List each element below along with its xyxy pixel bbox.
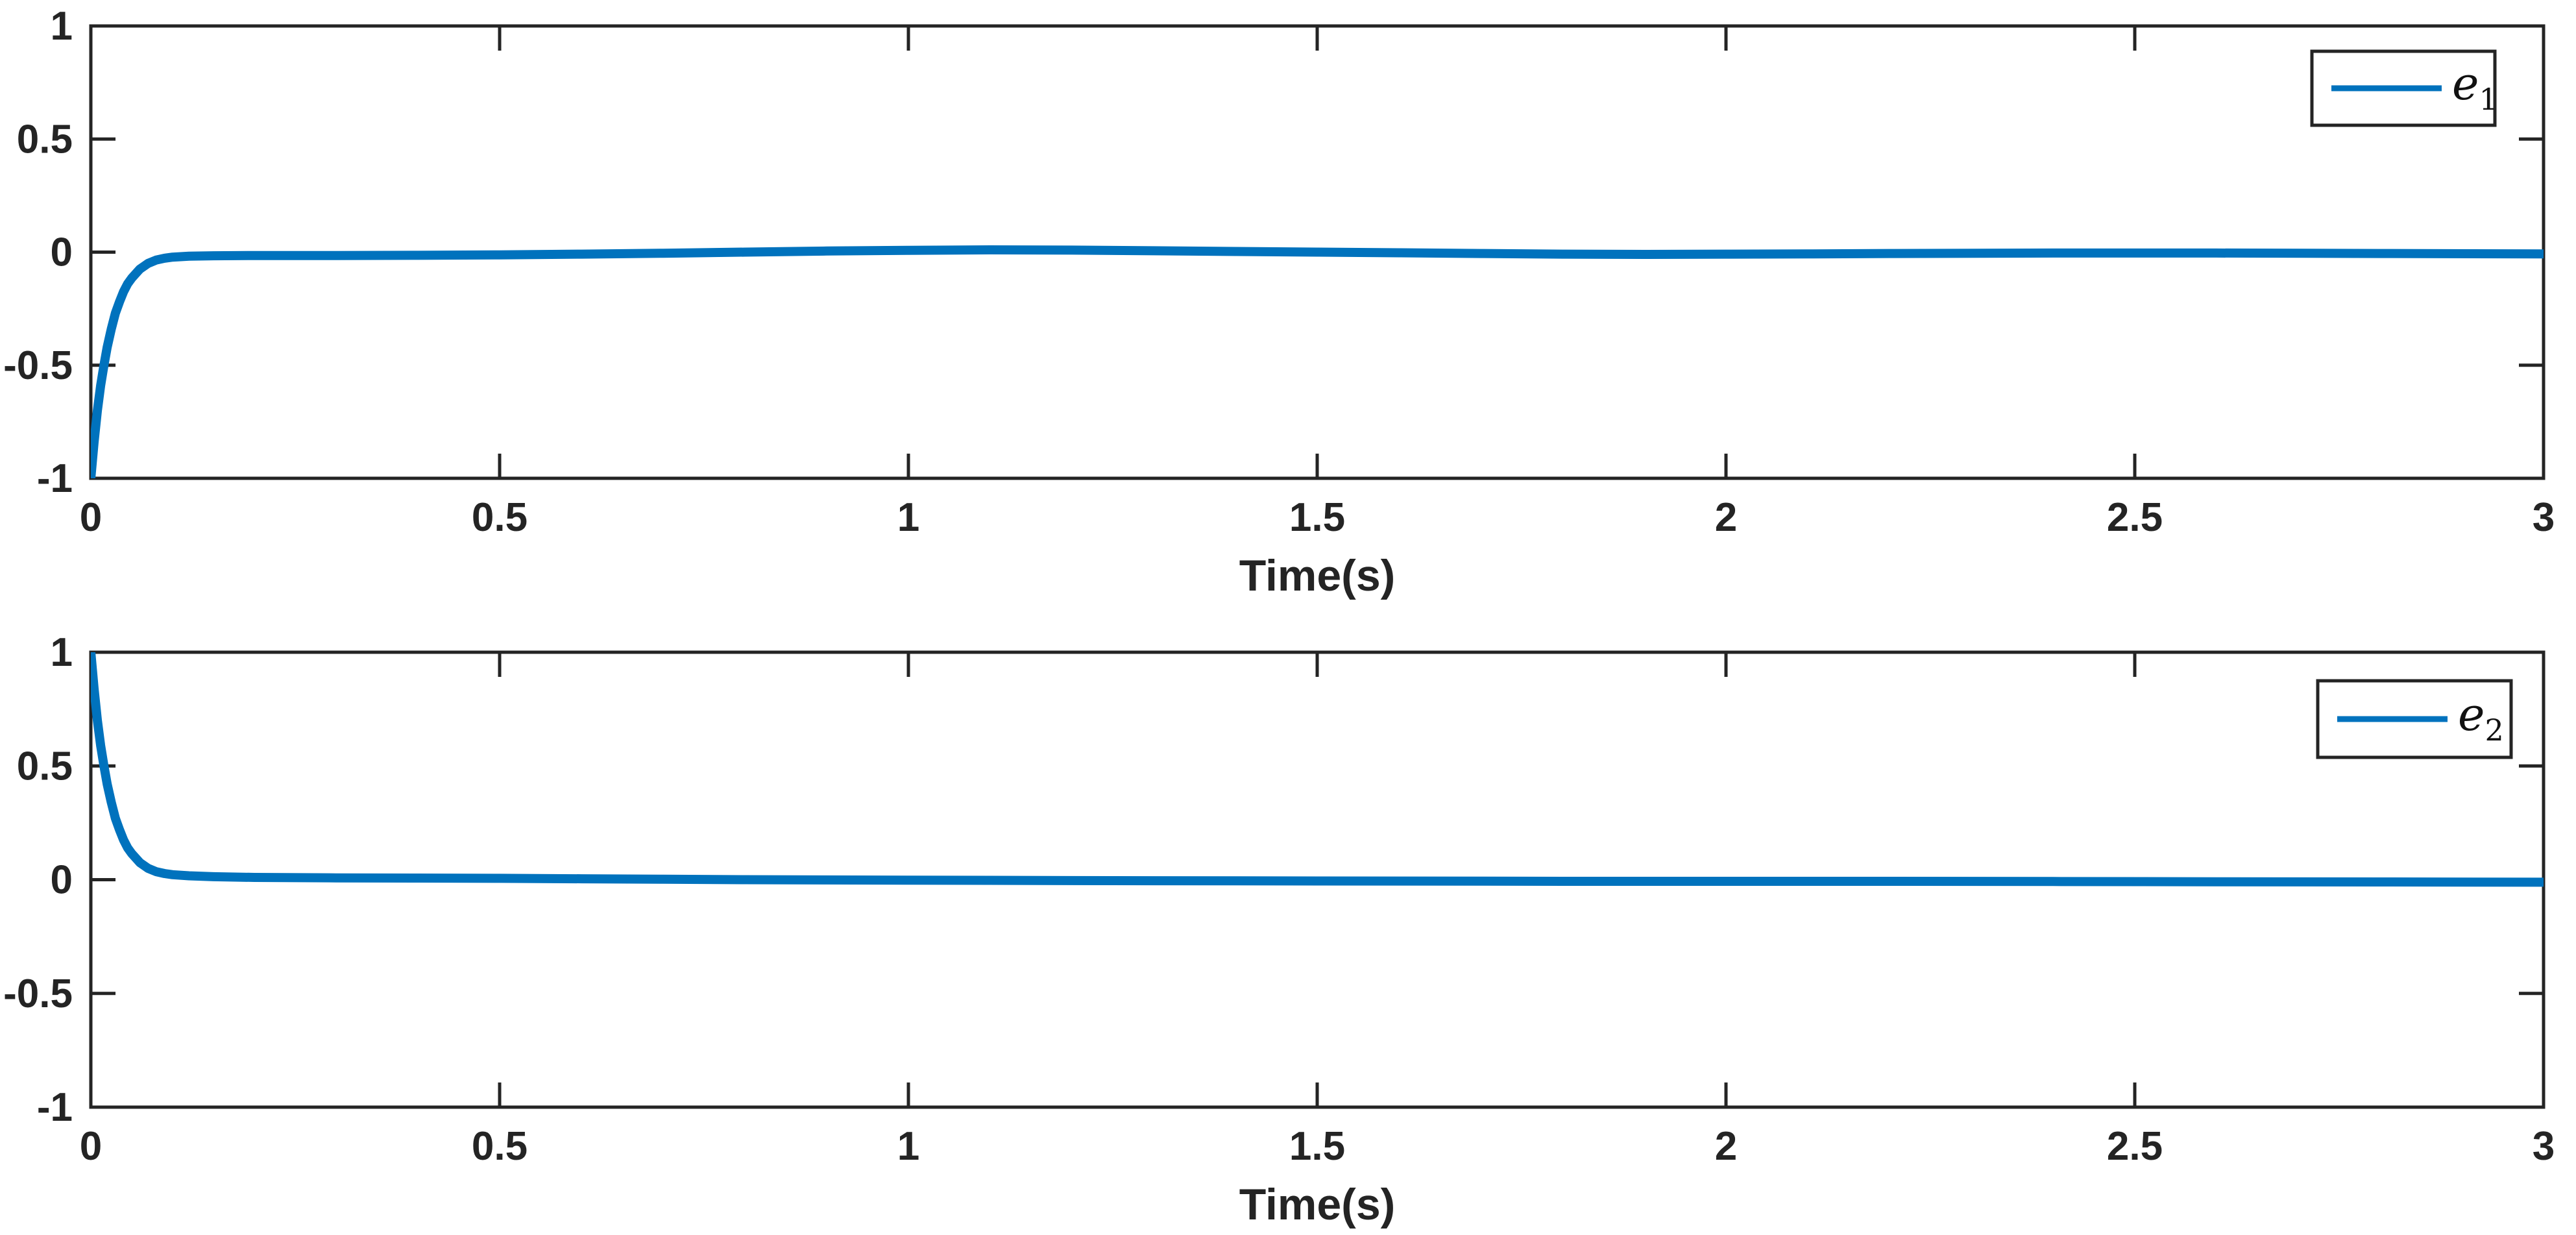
x-tick-label: 0: [80, 495, 102, 540]
x-tick-label: 3: [2533, 1124, 2555, 1169]
y-tick-label: 0: [51, 230, 73, 275]
y-tick-label: 1: [51, 630, 73, 675]
y-tick-label: 0.5: [17, 744, 73, 789]
x-tick-label: 1: [897, 1124, 919, 1169]
y-tick-label: 0: [51, 858, 73, 903]
x-axis-label: Time(s): [1239, 551, 1396, 600]
x-tick-label: 1.5: [1289, 1124, 1345, 1169]
legend-label-subscript: 1: [2479, 82, 2497, 117]
e2-curve: [91, 652, 2544, 887]
x-tick-label: 3: [2533, 495, 2555, 540]
legend-label-base: e: [2452, 57, 2479, 110]
x-tick-label: 0: [80, 1124, 102, 1169]
legend: e1: [2310, 49, 2498, 127]
x-tick-label: 2.5: [2107, 1124, 2163, 1169]
x-tick-label: 1: [897, 495, 919, 540]
legend-label-subscript: 2: [2485, 713, 2503, 748]
y-tick-label: 1: [51, 4, 73, 49]
legend-label: e2: [2458, 688, 2504, 748]
legend-label-base: e: [2458, 688, 2485, 741]
x-axis-label: Time(s): [1239, 1180, 1396, 1229]
y-tick-label: -1: [37, 1085, 73, 1130]
y-tick-label: -0.5: [3, 343, 73, 388]
x-tick-label: 0.5: [472, 1124, 528, 1169]
e1-curve: [91, 245, 2544, 478]
legend: e2: [2316, 679, 2513, 759]
y-tick-label: -1: [37, 456, 73, 501]
x-tick-label: 2: [1715, 495, 1737, 540]
x-tick-label: 2.5: [2107, 495, 2163, 540]
legend-label: e1: [2452, 57, 2498, 117]
x-tick-label: 2: [1715, 1124, 1737, 1169]
x-tick-label: 1.5: [1289, 495, 1345, 540]
x-tick-label: 0.5: [472, 495, 528, 540]
y-tick-label: -0.5: [3, 972, 73, 1016]
y-tick-label: 0.5: [17, 117, 73, 162]
